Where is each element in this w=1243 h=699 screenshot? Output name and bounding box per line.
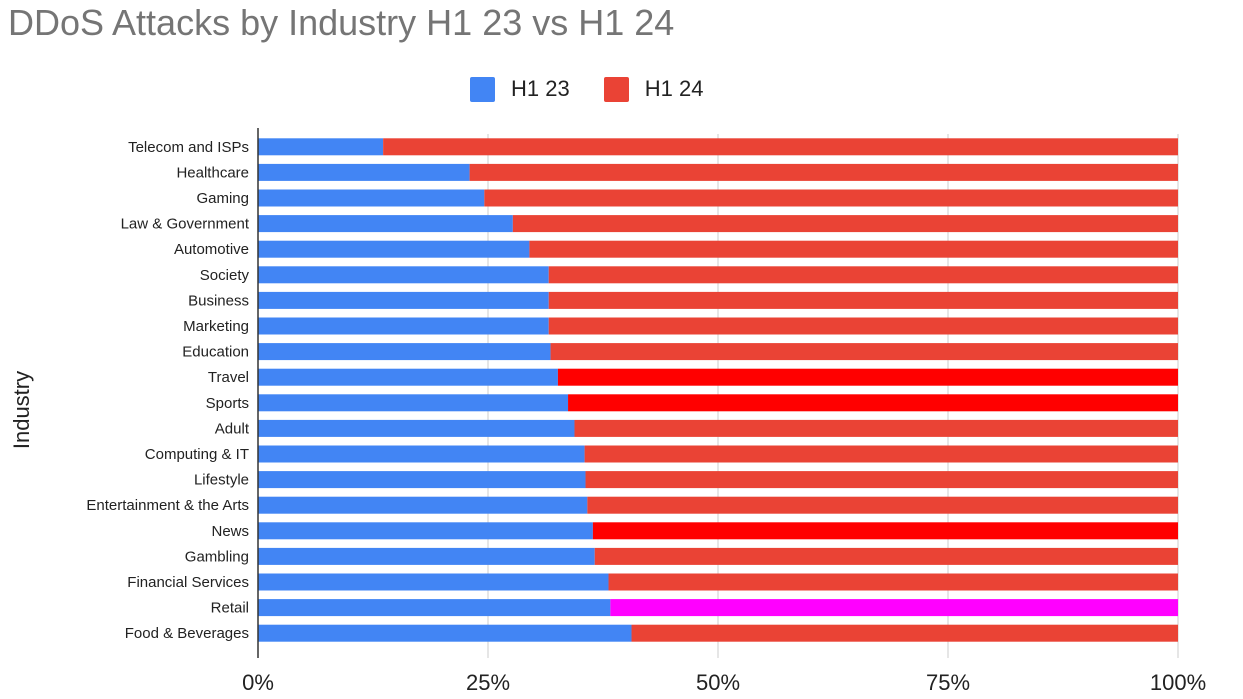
bar-h1-23-16 <box>258 547 595 565</box>
bar-h1-23-2 <box>258 189 485 207</box>
x-tick-label-1: 25% <box>466 670 510 695</box>
bar-h1-24-11 <box>574 419 1178 437</box>
y-tick-label-9: Travel <box>208 369 249 386</box>
y-tick-label-4: Automotive <box>174 241 249 258</box>
chart-title: DDoS Attacks by Industry H1 23 vs H1 24 <box>8 2 675 43</box>
bar-h1-23-6 <box>258 291 549 309</box>
bar-h1-24-14 <box>587 496 1178 514</box>
y-tick-label-0: Telecom and ISPs <box>128 139 249 156</box>
x-tick-label-0: 0% <box>242 670 274 695</box>
legend-swatch-series-1 <box>470 76 495 102</box>
bar-h1-24-17 <box>608 573 1178 591</box>
bar-h1-24-12 <box>584 445 1178 463</box>
y-tick-label-19: Food & Beverages <box>125 625 249 642</box>
bar-h1-23-9 <box>258 368 558 386</box>
bar-h1-23-10 <box>258 394 569 412</box>
y-tick-label-8: Education <box>182 344 249 361</box>
bar-h1-24-9 <box>557 368 1178 386</box>
bar-h1-23-11 <box>258 419 575 437</box>
bar-h1-24-7 <box>548 317 1178 335</box>
bar-h1-23-4 <box>258 240 530 258</box>
bar-h1-24-15 <box>592 522 1178 540</box>
bar-h1-24-3 <box>512 215 1178 233</box>
y-tick-label-11: Adult <box>215 420 250 437</box>
bar-h1-24-0 <box>383 138 1178 156</box>
y-tick-label-1: Healthcare <box>176 164 249 181</box>
bar-h1-23-1 <box>258 163 470 181</box>
legend-label-series-2: H1 24 <box>644 76 704 101</box>
y-tick-label-7: Marketing <box>183 318 249 335</box>
y-tick-label-16: Gambling <box>185 548 249 565</box>
y-tick-label-2: Gaming <box>196 190 249 207</box>
bar-h1-24-6 <box>548 291 1178 309</box>
bar-h1-24-1 <box>469 163 1179 181</box>
bar-h1-24-16 <box>594 547 1178 565</box>
bar-h1-23-5 <box>258 266 549 284</box>
y-tick-label-15: News <box>211 523 249 540</box>
bar-h1-24-19 <box>631 624 1178 642</box>
y-tick-label-13: Lifestyle <box>194 472 249 489</box>
legend-item-series-2[interactable]: H1 24 <box>603 76 704 102</box>
bar-h1-23-7 <box>258 317 549 335</box>
y-tick-label-3: Law & Government <box>121 216 250 233</box>
legend-swatch-series-2 <box>603 76 629 102</box>
bar-h1-23-3 <box>258 215 513 233</box>
x-tick-label-3: 75% <box>926 670 970 695</box>
y-tick-label-18: Retail <box>211 600 249 617</box>
bar-h1-24-18 <box>610 599 1178 617</box>
bar-h1-24-13 <box>585 471 1178 489</box>
bar-h1-23-8 <box>258 343 551 361</box>
bar-h1-23-12 <box>258 445 585 463</box>
bar-h1-24-10 <box>568 394 1178 412</box>
y-tick-label-12: Computing & IT <box>145 446 249 463</box>
bar-h1-23-14 <box>258 496 588 514</box>
bar-h1-24-2 <box>484 189 1178 207</box>
legend-item-series-1[interactable]: H1 23 <box>470 76 570 102</box>
y-tick-label-5: Society <box>200 267 250 284</box>
bar-h1-24-5 <box>548 266 1178 284</box>
legend-label-series-1: H1 23 <box>511 76 570 101</box>
bar-h1-23-19 <box>258 624 632 642</box>
legend: H1 23 H1 24 <box>470 76 703 102</box>
bar-h1-23-18 <box>258 599 611 617</box>
bar-h1-23-13 <box>258 471 586 489</box>
y-tick-label-6: Business <box>188 292 249 309</box>
y-tick-label-10: Sports <box>206 395 249 412</box>
x-tick-label-4: 100% <box>1150 670 1206 695</box>
x-tick-label-2: 50% <box>696 670 740 695</box>
bar-h1-23-17 <box>258 573 609 591</box>
bar-h1-23-15 <box>258 522 593 540</box>
y-tick-label-14: Entertainment & the Arts <box>86 497 249 514</box>
bar-h1-24-4 <box>529 240 1178 258</box>
bar-h1-23-0 <box>258 138 384 156</box>
bar-h1-24-8 <box>550 343 1178 361</box>
y-tick-label-17: Financial Services <box>127 574 249 591</box>
